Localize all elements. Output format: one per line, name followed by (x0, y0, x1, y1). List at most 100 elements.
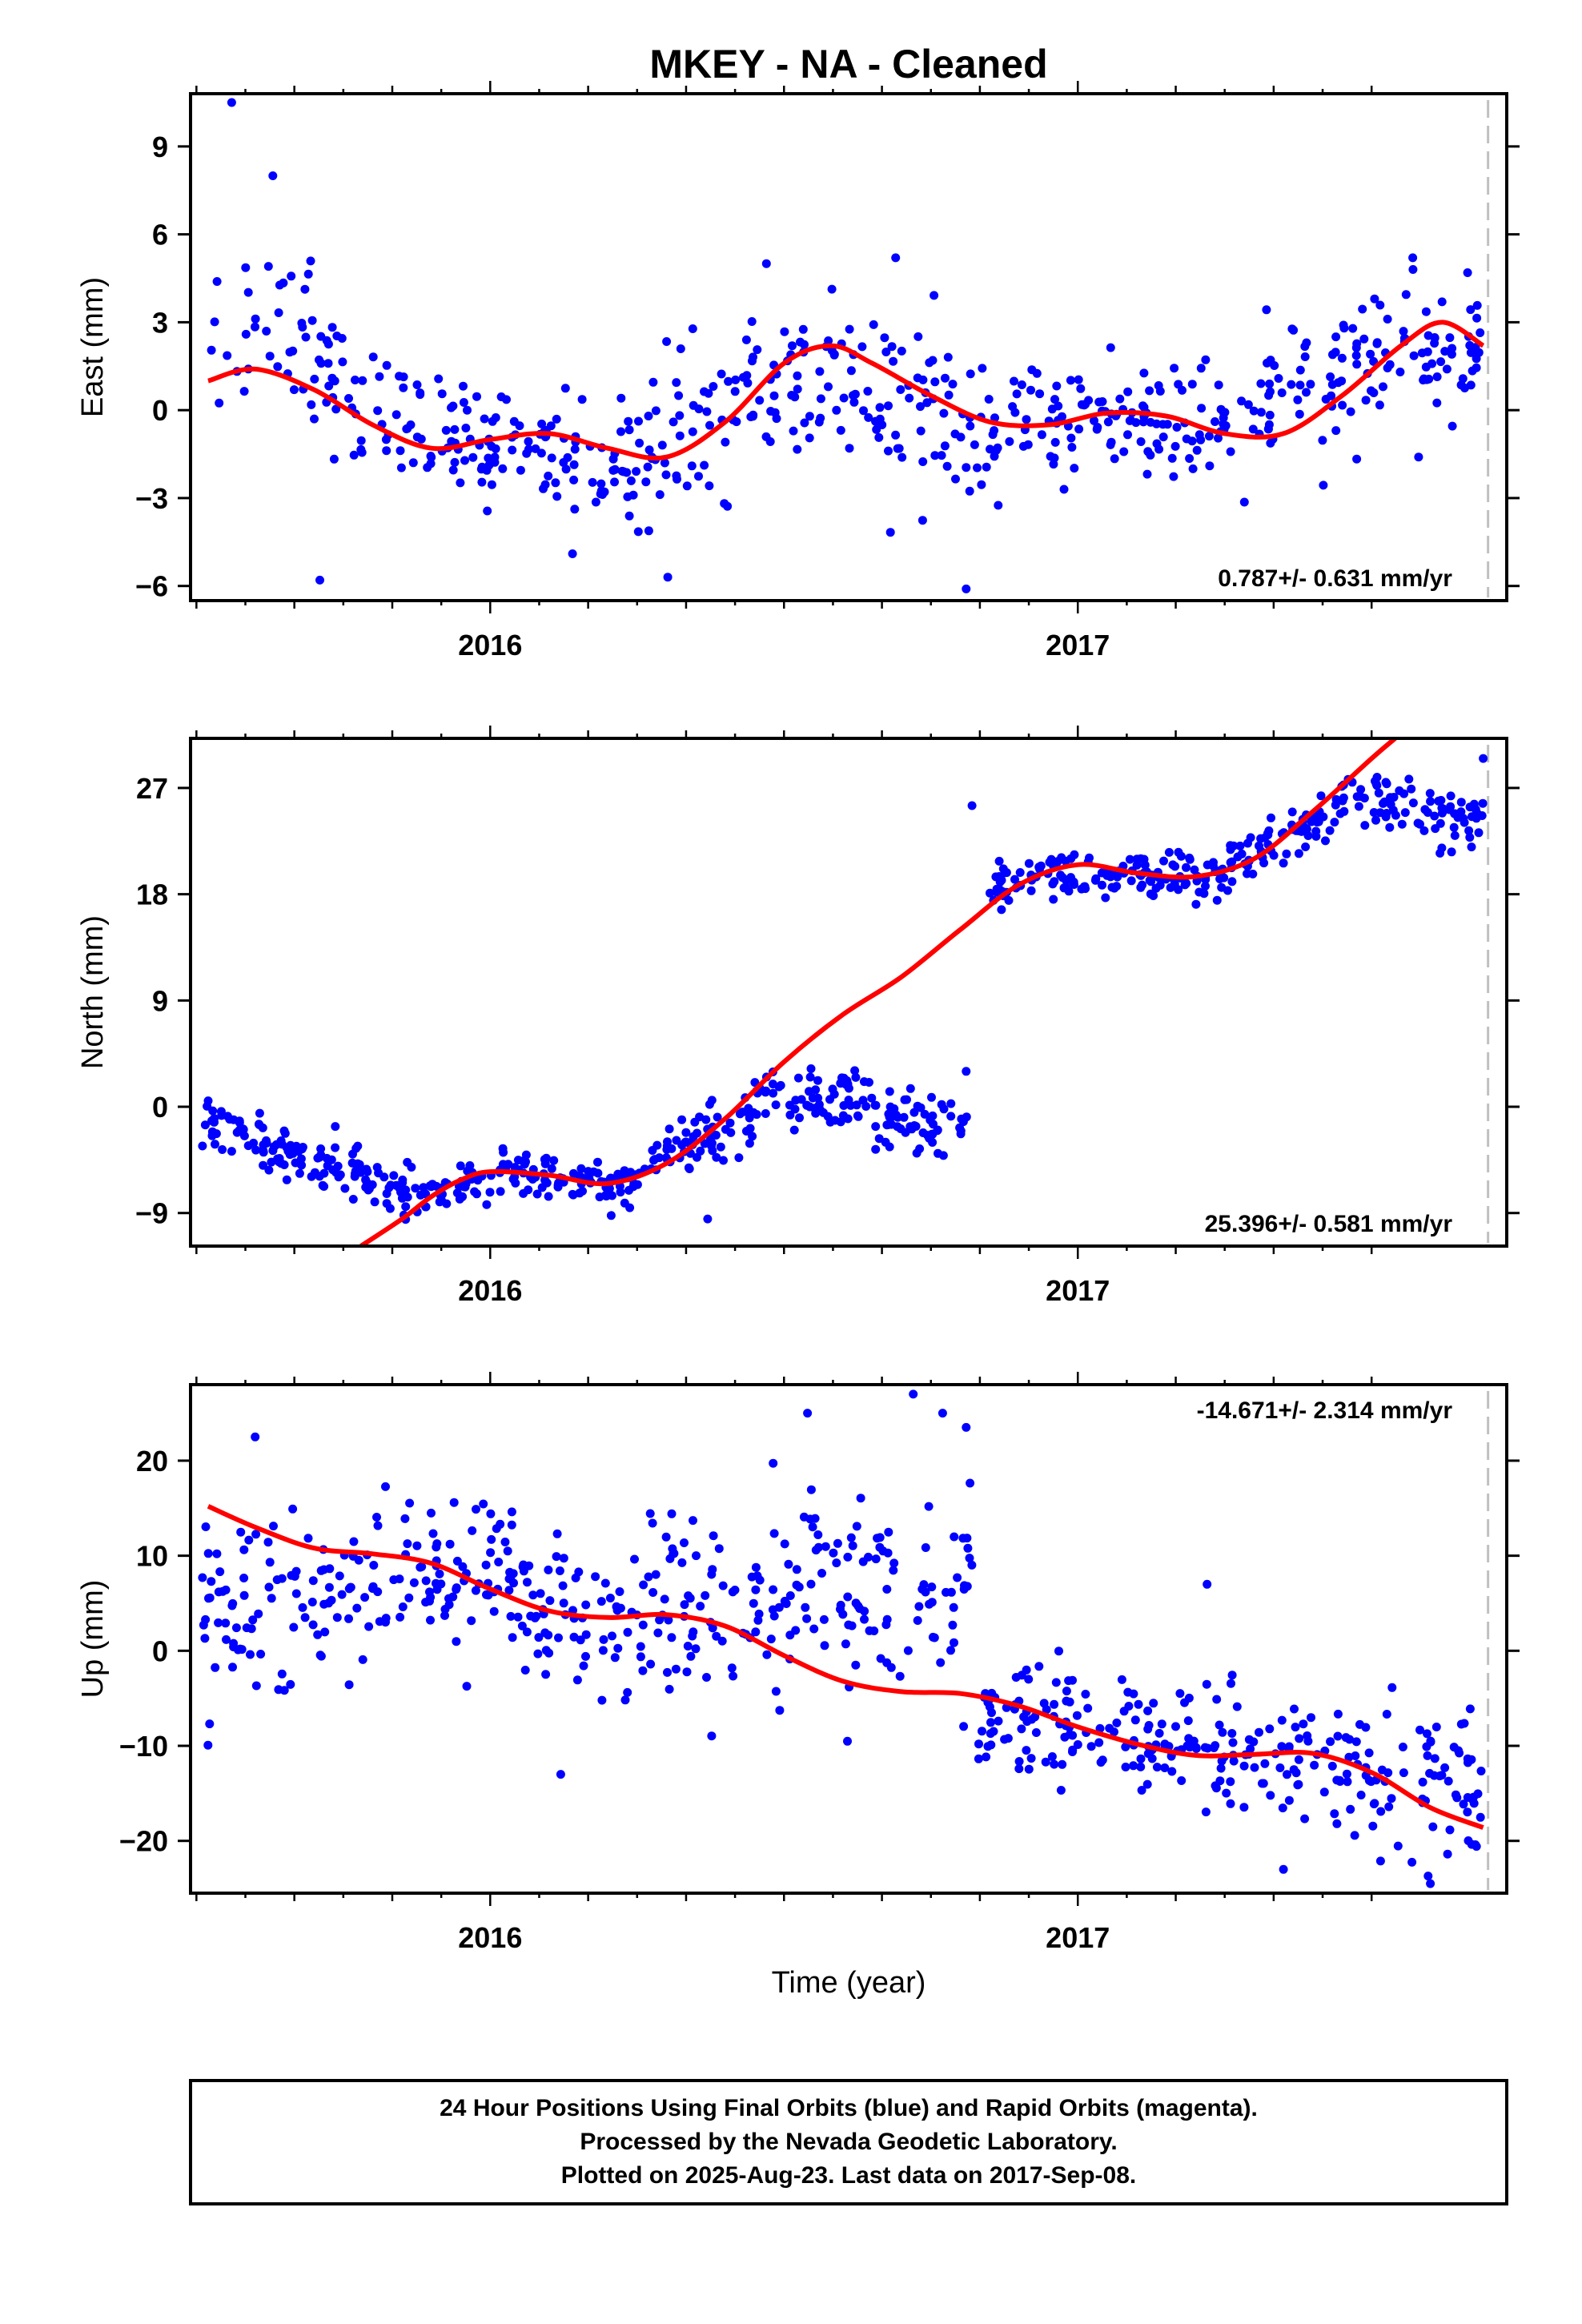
east-point (310, 414, 319, 424)
up-point (251, 1432, 260, 1441)
north-point (1456, 807, 1466, 817)
east-point (1318, 436, 1327, 445)
east-point (643, 462, 652, 472)
east-point (748, 356, 757, 366)
east-point (1295, 409, 1304, 419)
east-point (1136, 437, 1146, 446)
up-point (799, 1512, 809, 1522)
up-point (533, 1649, 543, 1659)
north-point (1465, 833, 1475, 842)
east-point (869, 320, 878, 329)
east-point (375, 372, 384, 381)
up-point (813, 1530, 823, 1539)
north-point (353, 1159, 363, 1168)
north-point (874, 1134, 884, 1144)
north-point (1382, 779, 1391, 789)
up-point (1291, 1723, 1300, 1732)
east-point (1302, 388, 1311, 397)
up-point (769, 1529, 779, 1538)
up-point (791, 1626, 801, 1635)
up-point (1423, 1872, 1433, 1881)
up-point (1134, 1699, 1143, 1709)
east-point (956, 432, 966, 442)
up-point (959, 1722, 969, 1731)
north-point (805, 1072, 815, 1082)
north-point (456, 1161, 465, 1171)
north-point (681, 1128, 691, 1137)
up-point (987, 1688, 997, 1698)
up-point (1180, 1698, 1189, 1707)
north-point (608, 1191, 616, 1200)
north-point (1302, 824, 1311, 834)
up-point (809, 1624, 819, 1634)
east-point (633, 527, 643, 537)
up-point (1167, 1767, 1177, 1776)
up-point (1216, 1763, 1226, 1773)
north-point (532, 1189, 542, 1199)
up-point (1185, 1743, 1195, 1752)
east-point (561, 464, 571, 474)
east-point (1409, 351, 1419, 360)
east-point (1472, 313, 1482, 323)
up-point (665, 1684, 674, 1694)
up-point (486, 1548, 496, 1558)
east-point (1026, 385, 1035, 395)
east-point (644, 526, 653, 536)
east-point (1408, 265, 1418, 274)
east-point (1476, 328, 1485, 337)
up-point (1428, 1822, 1438, 1831)
north-point (859, 1077, 869, 1087)
up-point (327, 1595, 336, 1605)
east-point (477, 477, 487, 487)
up-point (610, 1653, 620, 1663)
up-point (836, 1600, 845, 1610)
north-point (575, 1171, 584, 1180)
north-point (997, 905, 1006, 915)
up-point (444, 1594, 453, 1603)
east-point (1154, 444, 1164, 454)
up-point (927, 1582, 937, 1592)
east-point (551, 478, 560, 488)
north-ytick-label: −9 (135, 1197, 168, 1230)
up-point (986, 1740, 996, 1750)
up-point (559, 1554, 568, 1563)
east-point (1436, 357, 1446, 367)
up-point (558, 1581, 568, 1590)
north-point (544, 1192, 553, 1201)
east-point (396, 446, 405, 456)
east-point (1379, 382, 1387, 392)
east-point (223, 351, 232, 360)
up-point (1275, 1763, 1285, 1772)
north-point (1182, 879, 1191, 888)
east-point (552, 492, 562, 501)
east-point (251, 314, 260, 324)
up-point (536, 1589, 545, 1598)
north-point (667, 1144, 677, 1153)
footer-line-1: 24 Hour Positions Using Final Orbits (bl… (440, 2095, 1258, 2121)
north-point (401, 1202, 411, 1212)
east-point (315, 575, 324, 585)
east-point (793, 371, 802, 380)
east-point (1059, 485, 1069, 494)
north-point (771, 1100, 781, 1110)
east-point (1366, 349, 1375, 359)
east-point (1196, 435, 1206, 444)
up-point (660, 1594, 669, 1604)
east-point (1256, 408, 1266, 417)
up-point (669, 1549, 679, 1558)
east-point (644, 412, 653, 420)
up-point (655, 1615, 665, 1625)
up-point (405, 1498, 415, 1508)
up-point (1149, 1699, 1158, 1708)
east-point (875, 403, 885, 412)
up-point (1463, 1807, 1472, 1817)
up-point (286, 1679, 295, 1689)
up-point (1124, 1702, 1134, 1711)
north-point (681, 1137, 691, 1147)
up-point (396, 1612, 405, 1622)
east-point (1264, 420, 1274, 429)
north-point (870, 1100, 880, 1110)
up-point (1203, 1743, 1212, 1753)
east-ytick-label: 9 (152, 131, 168, 163)
east-point (970, 440, 979, 449)
